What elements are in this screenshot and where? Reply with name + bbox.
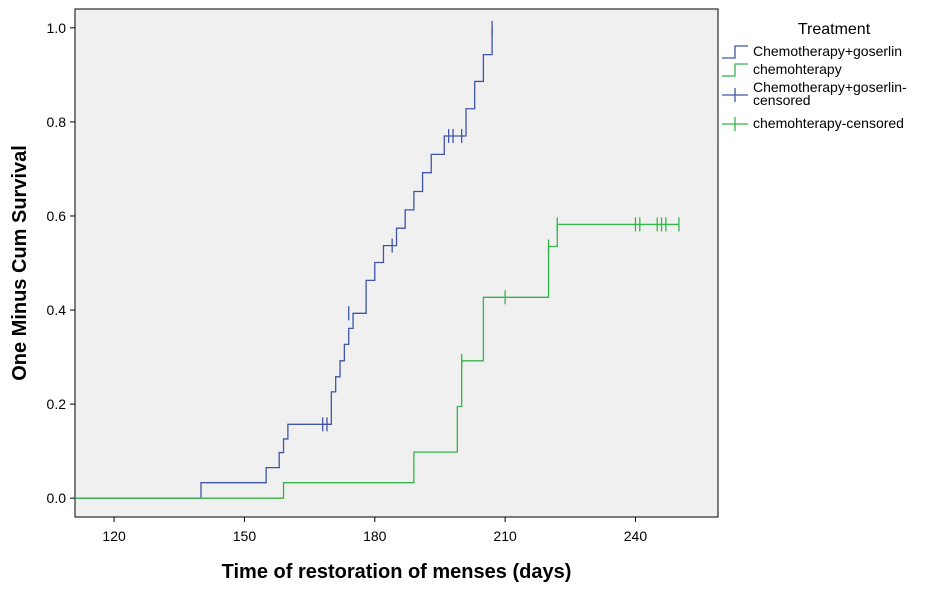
y-tick-label: 0.4: [47, 302, 67, 318]
y-tick-label: 0.6: [47, 208, 67, 224]
series-line-1: [75, 27, 493, 499]
y-tick-label: 0.0: [47, 490, 67, 506]
y-tick-label: 0.2: [47, 396, 67, 412]
x-axis: 120 150 180 210 240: [102, 517, 647, 544]
y-axis-title: One Minus Cum Survival: [9, 145, 31, 381]
y-tick-label: 0.8: [47, 114, 67, 130]
x-tick-label: 120: [102, 528, 126, 544]
legend-label-2: chemohterapy: [753, 61, 842, 77]
x-tick-label: 150: [233, 528, 257, 544]
legend-title: Treatment: [798, 21, 871, 38]
series-layer: [75, 20, 680, 499]
x-tick-label: 180: [363, 528, 387, 544]
y-axis: 0.0 0.2 0.4 0.6 0.8 1.0: [47, 20, 75, 506]
x-tick-label: 240: [624, 528, 648, 544]
y-tick-label: 1.0: [47, 20, 67, 36]
legend-label-3: Chemotherapy+goserlin-censored: [753, 79, 907, 108]
plot-area: [74, 8, 719, 518]
legend-swatch-step: [722, 63, 748, 77]
legend-label-1: Chemotherapy+goserlin: [753, 43, 902, 59]
x-tick-label: 210: [493, 528, 517, 544]
legend-swatch-step: [722, 45, 748, 59]
legend-label-4: chemohterapy-censored: [753, 115, 904, 131]
legend: Treatment Chemotherapy+goserlin chemohter…: [722, 21, 907, 131]
x-axis-title: Time of restoration of menses (days): [222, 561, 572, 583]
series-line-2: [75, 223, 679, 499]
